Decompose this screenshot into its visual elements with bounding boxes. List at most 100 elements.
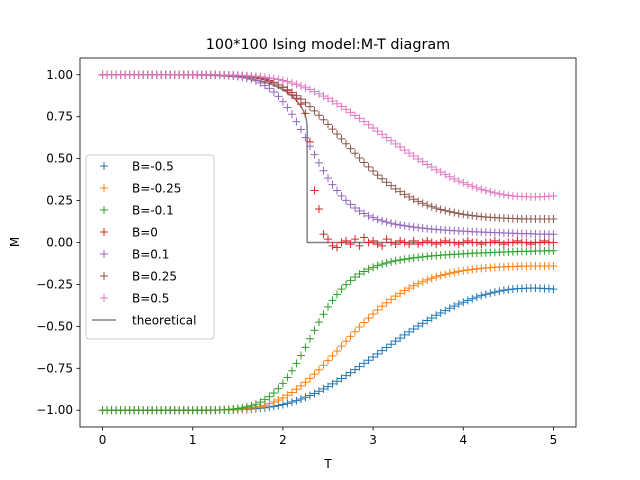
data-point (296, 125, 305, 134)
data-point (400, 330, 409, 339)
x-tick-label: 2 (279, 433, 287, 447)
data-point (432, 272, 441, 281)
data-point (423, 275, 432, 284)
data-point (274, 396, 283, 404)
data-point (400, 221, 409, 230)
x-axis-label: T (323, 457, 332, 471)
data-point (278, 97, 287, 106)
data-point (242, 402, 251, 411)
data-point (305, 142, 314, 151)
data-point (346, 332, 355, 341)
data-point (324, 174, 332, 183)
data-point (378, 241, 387, 250)
data-point (418, 238, 427, 247)
data-point (346, 144, 355, 153)
data-point (477, 185, 486, 194)
data-point (333, 243, 342, 252)
data-point (256, 398, 265, 407)
data-point (351, 273, 360, 282)
data-point (292, 359, 301, 368)
data-point (423, 201, 432, 210)
data-point (378, 216, 387, 225)
data-point (337, 102, 346, 111)
legend: B=-0.5 B=-0.25 B=-0.1 B=0 B=0.1 B=0.25 B=0.5 th… (85, 154, 215, 340)
y-tick-label: 0.25 (46, 194, 73, 208)
data-point (499, 240, 508, 249)
data-point (283, 77, 292, 86)
data-point (296, 351, 305, 360)
x-tick-label: 3 (369, 433, 377, 447)
data-point (278, 76, 287, 85)
data-point (414, 322, 423, 331)
data-point (549, 246, 558, 255)
data-point (364, 211, 373, 220)
data-point (328, 379, 337, 388)
data-point (391, 220, 400, 229)
legend-label: B=0.1 (132, 248, 169, 262)
data-point (355, 241, 364, 250)
data-point (319, 361, 328, 370)
data-point (382, 235, 391, 244)
data-point (391, 184, 400, 193)
data-point (436, 238, 445, 247)
data-point (319, 115, 328, 124)
data-point (450, 208, 459, 217)
data-point (333, 129, 342, 138)
data-point (382, 298, 391, 307)
data-point (292, 91, 301, 100)
data-point (400, 255, 409, 264)
data-point (441, 270, 450, 279)
data-point (405, 149, 414, 158)
data-point (310, 150, 319, 159)
data-point (269, 88, 278, 97)
data-point (314, 318, 323, 327)
data-point (314, 158, 323, 167)
legend-marker (100, 250, 108, 258)
data-point (301, 133, 310, 142)
data-point (274, 75, 283, 84)
data-point (463, 296, 472, 305)
data-point (418, 277, 427, 286)
data-point (409, 151, 418, 160)
data-point (423, 316, 432, 325)
data-point (378, 174, 387, 183)
data-point (373, 127, 382, 136)
data-point (369, 236, 378, 245)
data-point (324, 235, 332, 244)
data-point (274, 92, 283, 101)
data-point (333, 290, 342, 299)
data-point (387, 238, 396, 247)
data-point (319, 384, 328, 393)
data-point (283, 103, 292, 112)
data-point (324, 356, 332, 365)
data-point (414, 197, 423, 206)
data-point (454, 267, 463, 276)
data-point (283, 373, 292, 382)
data-point (387, 136, 396, 145)
data-point (387, 295, 396, 304)
data-point (324, 382, 332, 391)
data-point (549, 230, 558, 239)
data-point (472, 183, 481, 192)
data-point (418, 157, 427, 166)
data-point (278, 393, 287, 402)
data-point (305, 334, 314, 343)
legend-marker (100, 206, 108, 214)
data-point (355, 362, 364, 371)
data-point (364, 356, 373, 365)
y-tick-label: −0.25 (36, 277, 73, 291)
data-point (310, 370, 319, 379)
data-point (396, 289, 405, 298)
data-point (301, 343, 310, 352)
legend-item: B=-0.5 (100, 160, 174, 174)
data-point (468, 182, 477, 191)
data-point (360, 158, 369, 167)
data-point (269, 398, 278, 407)
data-point (342, 371, 351, 380)
data-point (391, 139, 400, 148)
data-point (328, 351, 337, 360)
data-point (355, 206, 364, 215)
data-point (251, 72, 260, 81)
legend-item: theoretical (92, 314, 196, 328)
data-point (319, 230, 328, 239)
